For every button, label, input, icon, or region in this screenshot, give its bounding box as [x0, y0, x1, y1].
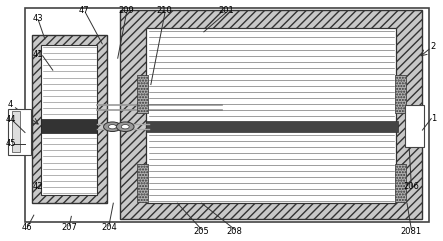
Text: 41: 41	[33, 50, 43, 59]
Text: 42: 42	[33, 182, 43, 191]
Bar	[25, 8, 429, 222]
Text: 208: 208	[227, 227, 243, 236]
Bar	[395, 75, 406, 113]
Bar	[12, 111, 20, 152]
Text: 44: 44	[5, 115, 16, 124]
Bar	[395, 164, 406, 202]
Text: 45: 45	[5, 139, 16, 148]
Text: 205: 205	[194, 227, 210, 236]
Text: 201: 201	[218, 6, 234, 15]
Text: 204: 204	[101, 223, 117, 232]
Bar	[137, 164, 148, 202]
Bar	[147, 121, 398, 133]
Bar	[31, 35, 107, 203]
Circle shape	[117, 122, 134, 132]
Text: 46: 46	[22, 223, 32, 232]
Text: 210: 210	[156, 6, 172, 15]
Text: 2081: 2081	[401, 227, 422, 236]
Circle shape	[104, 122, 121, 132]
Bar	[120, 10, 423, 219]
Bar	[137, 75, 148, 113]
Text: 43: 43	[33, 14, 43, 23]
Circle shape	[109, 125, 117, 129]
Text: 1: 1	[431, 114, 436, 123]
Bar	[147, 28, 396, 203]
Circle shape	[121, 125, 129, 129]
Text: 4: 4	[8, 100, 13, 109]
Text: 209: 209	[119, 6, 134, 15]
Bar	[41, 45, 97, 195]
Text: 206: 206	[404, 182, 420, 191]
Text: 47: 47	[78, 6, 89, 15]
Text: 207: 207	[61, 223, 77, 232]
Bar	[41, 119, 97, 134]
Bar	[8, 108, 31, 155]
Text: 2: 2	[431, 42, 436, 51]
Bar	[405, 105, 424, 147]
